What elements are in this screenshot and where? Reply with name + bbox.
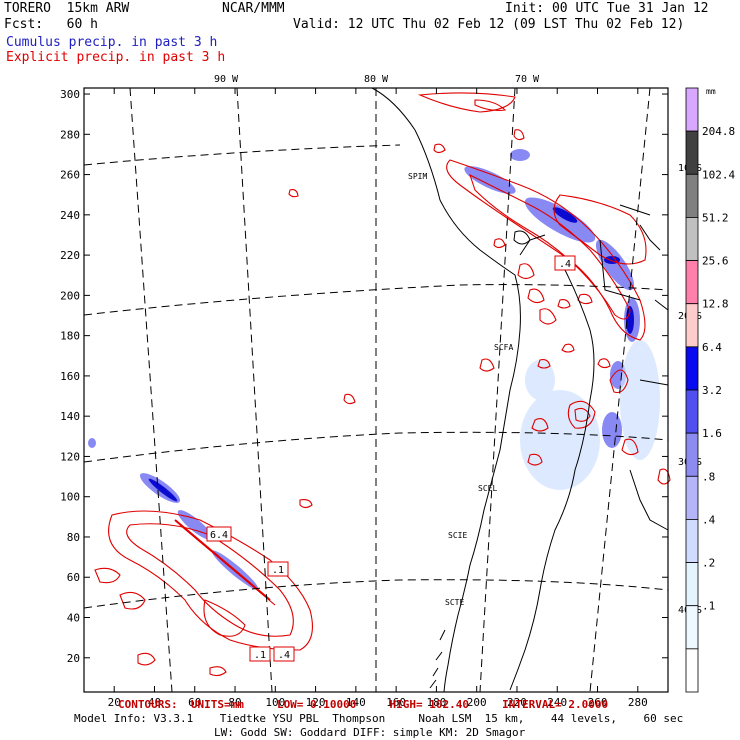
lon-label-80w: 80 W xyxy=(364,74,389,85)
colorbar-level-label: .2 xyxy=(702,557,715,570)
lon-label-70w: 70 W xyxy=(515,74,540,85)
x-tick-label: 220 xyxy=(507,696,527,709)
y-tick-label: 40 xyxy=(67,612,80,625)
colorbar-level-label: .8 xyxy=(702,470,715,483)
cumulus-field-title: Cumulus precip. in past 3 h xyxy=(6,35,218,50)
y-tick-label: 100 xyxy=(60,491,80,504)
lon-label-90w: 90 W xyxy=(214,74,239,85)
init-time: Init: 00 UTC Tue 31 Jan 12 xyxy=(505,1,709,16)
y-tick-label: 260 xyxy=(60,169,80,182)
station-scie: SCIE xyxy=(448,531,467,540)
colorbar-unit: mm xyxy=(706,87,716,96)
colorbar-labels: 204.8 102.4 51.2 25.6 12.8 6.4 3.2 1.6 .8 .4 .2 .1 xyxy=(702,125,735,613)
contour-label-6-4: 6.4 xyxy=(210,530,228,541)
y-tick-label: 220 xyxy=(60,249,80,262)
contour-label-0-1a: .1 xyxy=(272,565,284,576)
y-tick-label: 80 xyxy=(67,531,80,544)
y-tick-label: 200 xyxy=(60,289,80,302)
colorbar-level-label: 102.4 xyxy=(702,168,735,181)
station-scte: SCTE xyxy=(445,598,464,607)
colorbar-swatch xyxy=(685,648,699,693)
colorbar-level-label: 51.2 xyxy=(702,211,729,224)
colorbar-swatch xyxy=(685,519,699,563)
colorbar-swatch xyxy=(685,87,699,132)
x-tick-label: 140 xyxy=(346,696,366,709)
x-tick-label: 160 xyxy=(386,696,406,709)
lat-lon-grid xyxy=(83,87,669,693)
colorbar-swatch xyxy=(685,260,699,305)
model-info: Model Info: V3.3.1 Tiedtke YSU PBL Thomp… xyxy=(74,712,684,725)
light-precip-shading xyxy=(520,340,660,490)
y-tick-label: 180 xyxy=(60,330,80,343)
y-tick-label: 280 xyxy=(60,128,80,141)
coastline xyxy=(371,87,669,693)
org-label: NCAR/MMM xyxy=(222,1,285,16)
x-tick-label: 240 xyxy=(547,696,567,709)
colorbar xyxy=(685,87,699,693)
colorbar-swatch xyxy=(685,562,699,607)
forecast-hour: Fcst: 60 h xyxy=(4,17,98,32)
map-frame xyxy=(83,87,669,693)
colorbar-swatch xyxy=(685,389,699,434)
colorbar-swatch xyxy=(685,173,699,218)
x-tick-label: 260 xyxy=(588,696,608,709)
colorbar-swatch xyxy=(685,130,699,175)
station-labels: SPIM SCFA SCEL SCIE SCTE xyxy=(408,172,513,607)
valid-time: Valid: 12 UTC Thu 02 Feb 12 (09 LST Thu … xyxy=(293,17,685,32)
x-tick-label: 20 xyxy=(108,696,121,709)
grid-ticks xyxy=(84,88,668,692)
station-scel: SCEL xyxy=(478,484,497,493)
cumulus-shading xyxy=(88,149,640,590)
colorbar-swatch xyxy=(685,217,699,261)
colorbar-level-label: .4 xyxy=(702,513,716,526)
x-tick-label: 60 xyxy=(188,696,201,709)
x-tick-label: 120 xyxy=(306,696,326,709)
colorbar-swatch xyxy=(685,303,699,348)
colorbar-level-label: .1 xyxy=(702,600,715,613)
contour-label-0-4a: .4 xyxy=(278,650,290,661)
physics-info: LW: Godd SW: Goddard DIFF: simple KM: 2D… xyxy=(214,726,526,739)
model-title: TORERO 15km ARW xyxy=(4,1,130,16)
contour-label-0-1b: .1 xyxy=(254,650,266,661)
x-tick-label: 180 xyxy=(426,696,446,709)
colorbar-level-label: 1.6 xyxy=(702,427,722,440)
x-tick-label: 100 xyxy=(265,696,285,709)
y-tick-label: 60 xyxy=(67,571,80,584)
colorbar-level-label: 6.4 xyxy=(702,341,722,354)
y-tick-label: 160 xyxy=(60,370,80,383)
colorbar-swatch xyxy=(685,475,699,520)
x-tick-label: 200 xyxy=(467,696,487,709)
lon-labels: 90 W 80 W 70 W xyxy=(214,74,540,85)
colorbar-level-label: 12.8 xyxy=(702,298,729,311)
colorbar-swatch xyxy=(685,432,699,477)
grid-tick-labels: 20 40 60 80 100 120 140 160 180 200 220 240 260 280 20… xyxy=(60,88,648,709)
contour-labels: 6.4 .1 .1 .4 .4 xyxy=(206,255,576,662)
y-tick-label: 120 xyxy=(60,450,80,463)
y-tick-label: 300 xyxy=(60,88,80,101)
x-tick-label: 280 xyxy=(628,696,648,709)
contour-label-0-4b: .4 xyxy=(559,259,571,270)
contours-info: CONTOURS: UNITS=mm LOW= 0.10000 HIGH= 10… xyxy=(118,698,609,711)
station-scfa: SCFA xyxy=(494,343,513,352)
station-spim: SPIM xyxy=(408,172,427,181)
explicit-field-title: Explicit precip. in past 3 h xyxy=(6,50,226,65)
x-tick-label: 80 xyxy=(228,696,241,709)
y-tick-label: 20 xyxy=(67,652,80,665)
colorbar-swatch xyxy=(685,346,699,391)
colorbar-level-label: 3.2 xyxy=(702,384,722,397)
colorbar-level-label: 204.8 xyxy=(702,125,735,138)
y-tick-label: 140 xyxy=(60,410,80,423)
x-tick-label: 40 xyxy=(148,696,161,709)
y-tick-label: 240 xyxy=(60,209,80,222)
colorbar-level-label: 25.6 xyxy=(702,255,729,268)
explicit-contours xyxy=(94,92,671,677)
colorbar-swatch xyxy=(685,605,699,650)
